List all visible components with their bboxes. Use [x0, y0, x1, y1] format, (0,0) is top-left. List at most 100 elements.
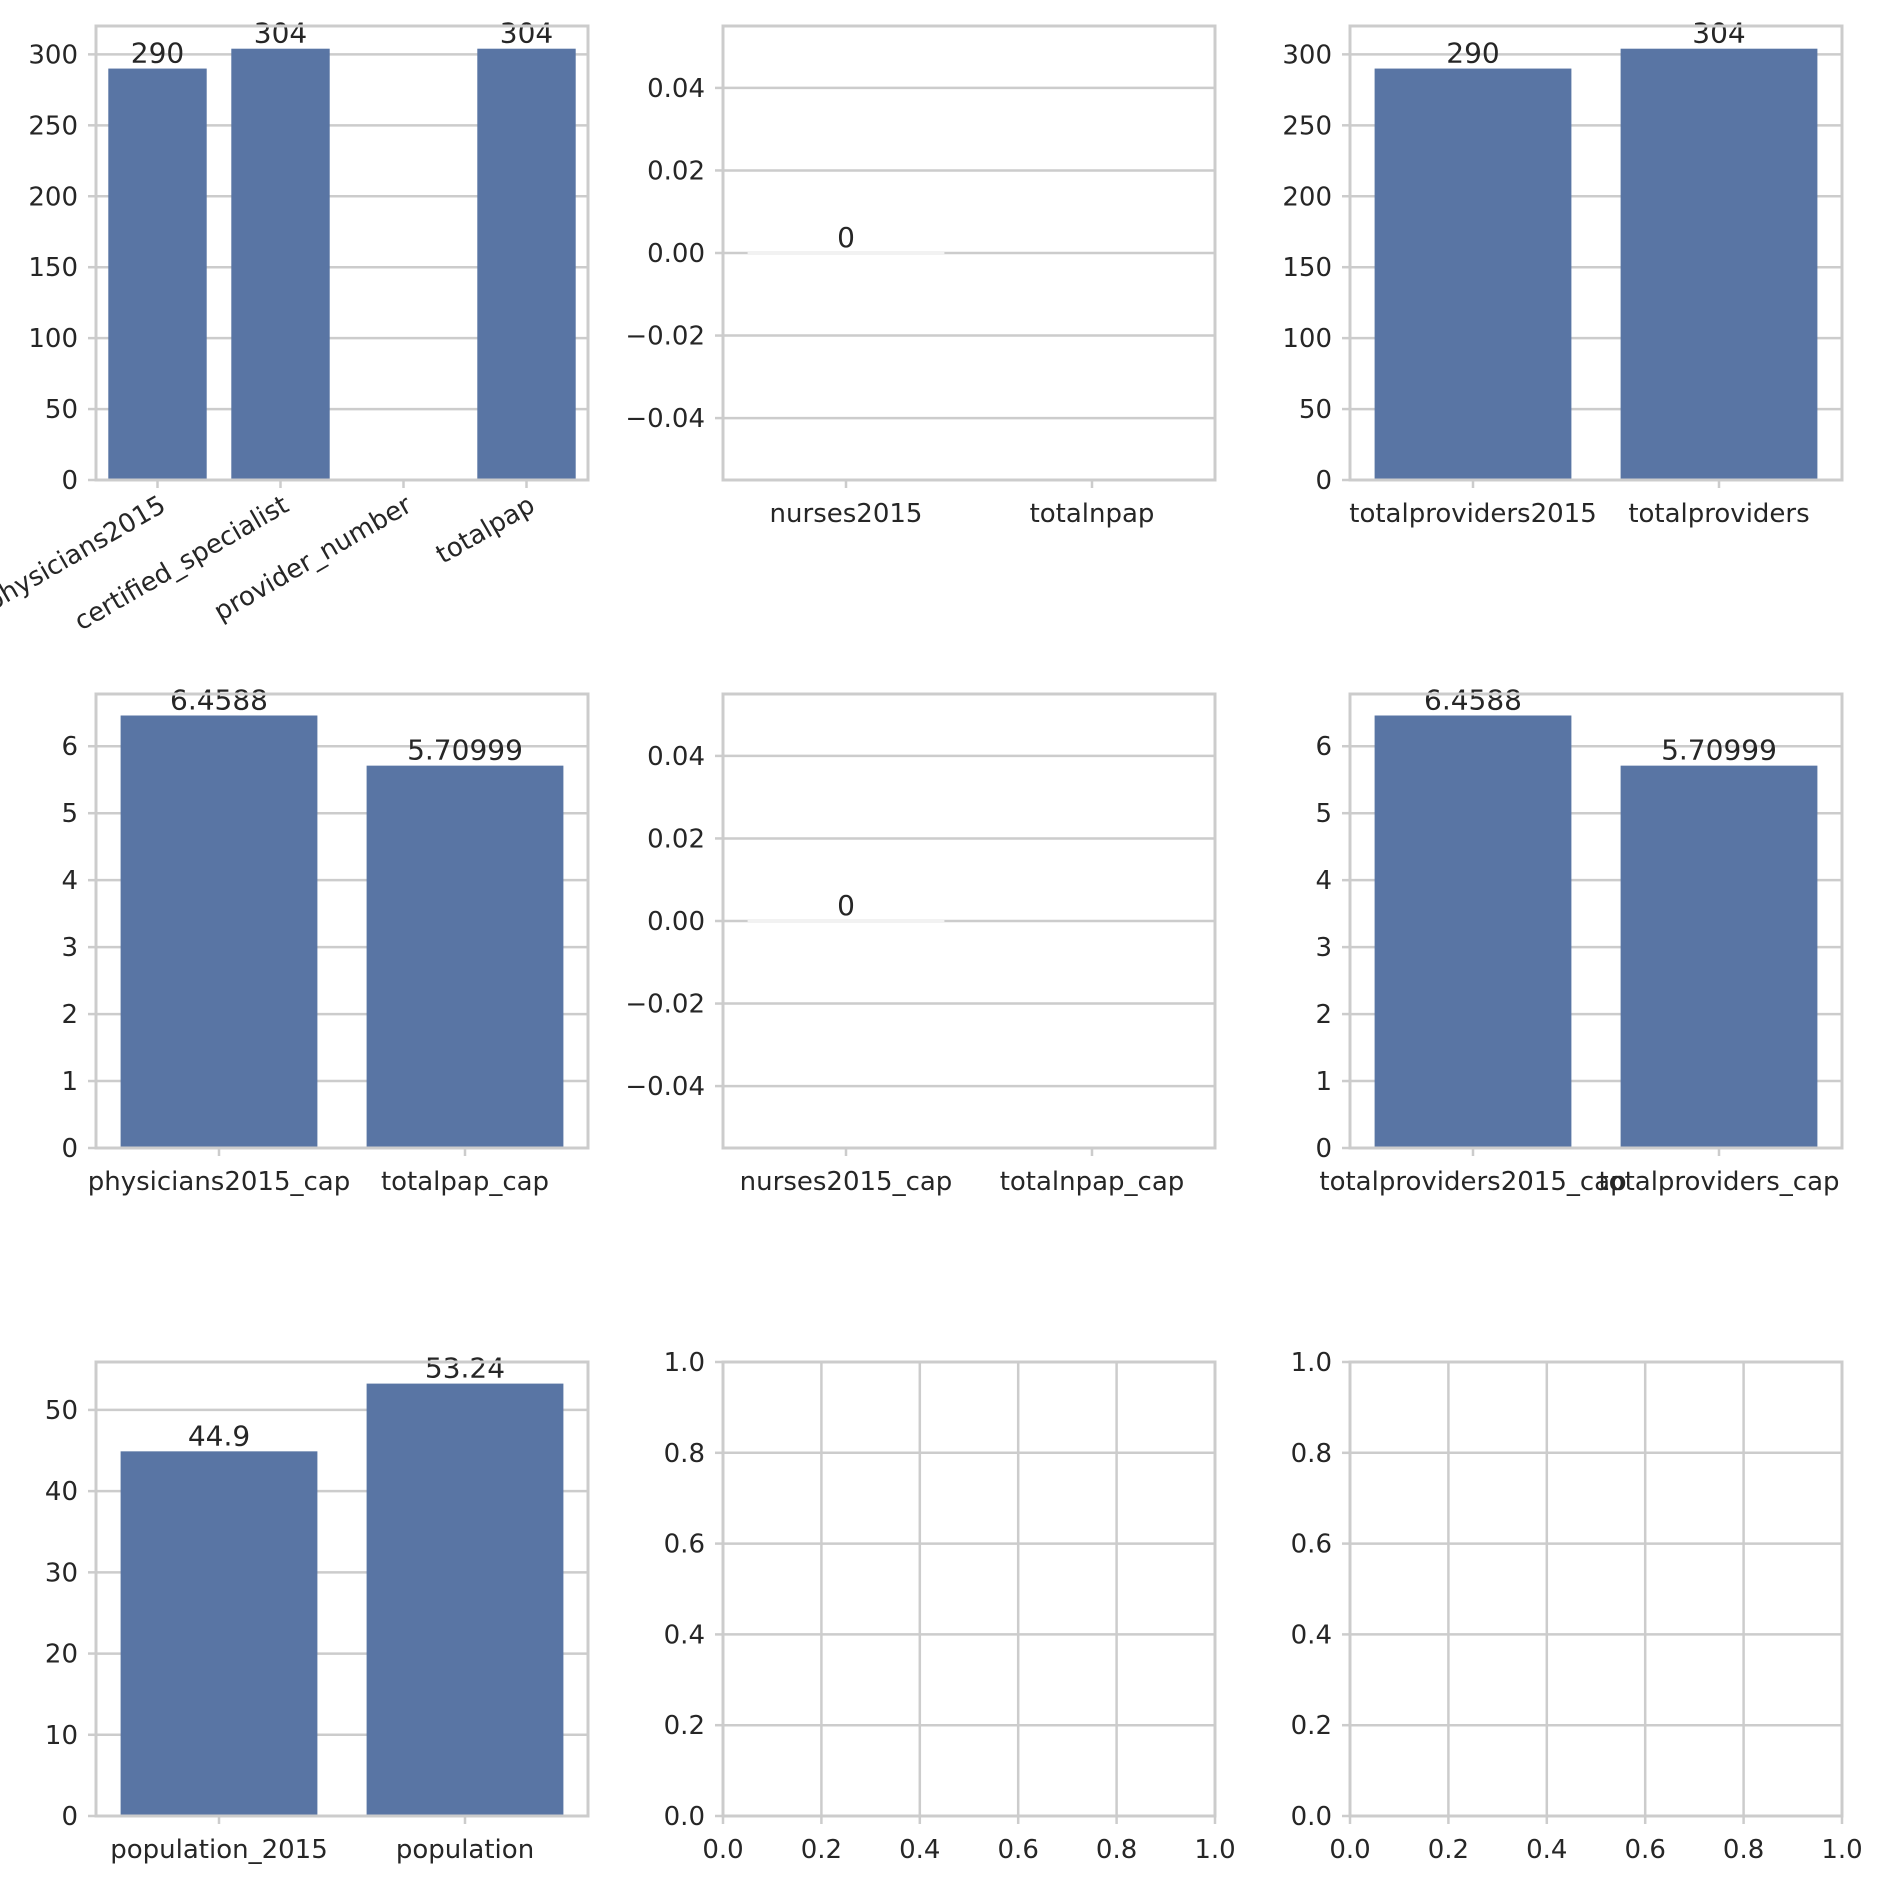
axes-frame [94, 24, 590, 482]
x-tick-label: totalproviders2015 [1349, 499, 1597, 529]
x-tick-label: 0.2 [1428, 1835, 1469, 1865]
axes-frame [1348, 692, 1844, 1150]
y-tick-label: 100 [28, 324, 78, 354]
y-tick-label: 0.8 [664, 1439, 705, 1469]
x-tick-label: physicians2015_cap [88, 1167, 351, 1197]
y-tick-label: 4 [61, 866, 78, 896]
subplot-5: −0.04 −0.02 0.00 0.02 0.04 0 nurses2015_cap tot… [625, 692, 1217, 1197]
x-tick-label: 0.2 [801, 1835, 842, 1865]
subplot-4: 0 1 2 3 4 5 6 6.4588 physicians2015_cap 5.70999 to… [61, 684, 590, 1197]
y-tick-label: 0.02 [647, 824, 705, 854]
x-tick-label: 1.0 [1194, 1835, 1235, 1865]
y-tick-label: 6 [1315, 732, 1332, 762]
y-tick-label: 0 [1315, 466, 1332, 496]
axes-frame [94, 1360, 590, 1818]
x-tick-label: 0.0 [702, 1835, 743, 1865]
bar [1620, 48, 1818, 480]
y-tick-label: 100 [1282, 324, 1332, 354]
data-label: 0 [837, 221, 855, 254]
y-tick-label: 6 [61, 732, 78, 762]
x-tick-label: 0.4 [899, 1835, 940, 1865]
y-tick-label: 50 [1299, 395, 1332, 425]
x-tick-label: 0.4 [1526, 1835, 1567, 1865]
y-tick-label: 0 [61, 1134, 78, 1164]
bar [1374, 68, 1572, 480]
y-tick-label: 300 [1282, 40, 1332, 70]
y-tick-label: 0.00 [647, 907, 705, 937]
y-tick-label: 1 [1315, 1067, 1332, 1097]
x-tick-label: totalnpap [1030, 499, 1155, 529]
y-tick-label: 0.4 [664, 1620, 705, 1650]
x-tick-label: totalproviders [1628, 499, 1809, 529]
y-tick-label: 5 [1315, 799, 1332, 829]
axes-frame [721, 24, 1217, 482]
y-tick-label: 150 [1282, 253, 1332, 283]
y-tick-label: 0 [61, 466, 78, 496]
y-tick-label: 50 [45, 395, 78, 425]
x-tick-label: population_2015 [110, 1835, 328, 1865]
bar [120, 1451, 318, 1816]
y-tick-label: 0.04 [647, 74, 705, 104]
y-tick-label: 1.0 [1291, 1348, 1332, 1378]
y-tick-label: 300 [28, 40, 78, 70]
subplot-7: 0 10 20 30 40 50 44.9 population_2015 53.24 popul… [45, 1352, 590, 1865]
bar [477, 48, 576, 480]
x-tick-label: totalnpap_cap [1000, 1167, 1185, 1197]
y-tick-label: 30 [45, 1558, 78, 1588]
x-tick-label: nurses2015 [770, 499, 923, 529]
y-tick-label: 4 [1315, 866, 1332, 896]
x-tick-label: population [396, 1835, 534, 1865]
data-label: 6.4588 [1424, 684, 1522, 717]
x-tick-label: nurses2015_cap [740, 1167, 953, 1197]
x-tick-label: 0.6 [998, 1835, 1039, 1865]
y-tick-label: 0 [1315, 1134, 1332, 1164]
axes-frame [1348, 1360, 1844, 1818]
x-tick-label: 0.0 [1329, 1835, 1370, 1865]
subplot-2: −0.04 −0.02 0.00 0.02 0.04 0 nurses2015 totalnp… [625, 24, 1217, 529]
bar [108, 68, 207, 480]
subplot-3: 0 50 100 150 200 250 300 290 totalproviders2015 3… [1282, 17, 1844, 529]
y-tick-label: −0.04 [625, 1072, 705, 1102]
data-label: 304 [1692, 17, 1745, 50]
data-label: 5.70999 [407, 734, 523, 767]
y-tick-label: 0.00 [647, 239, 705, 269]
y-tick-label: 200 [28, 182, 78, 212]
y-tick-label: 0.4 [1291, 1620, 1332, 1650]
y-tick-label: 1.0 [664, 1348, 705, 1378]
y-tick-label: 40 [45, 1477, 78, 1507]
data-label: 304 [500, 17, 553, 50]
y-tick-label: 0.2 [664, 1711, 705, 1741]
y-tick-label: −0.02 [625, 990, 705, 1020]
y-tick-label: 250 [1282, 111, 1332, 141]
bar [120, 715, 318, 1148]
subplot-8: 0.0 0.2 0.4 0.6 0.8 1.0 0.0 0.2 0.4 0.6 0.8 1.0 [664, 1348, 1236, 1865]
x-tick-label: 0.8 [1723, 1835, 1764, 1865]
x-tick-label: totalproviders_cap [1598, 1167, 1839, 1197]
subplot-9: 0.0 0.2 0.4 0.6 0.8 1.0 0.0 0.2 0.4 0.6 0.8 1.0 [1291, 1348, 1863, 1865]
y-tick-label: 200 [1282, 182, 1332, 212]
y-tick-label: 0.0 [664, 1802, 705, 1832]
bar [1620, 765, 1818, 1148]
y-tick-label: −0.04 [625, 404, 705, 434]
subplot-6: 0 1 2 3 4 5 6 6.4588 totalproviders2015_cap 5.709… [1315, 684, 1844, 1197]
axes-frame [721, 692, 1217, 1150]
y-tick-label: 5 [61, 799, 78, 829]
data-label: 53.24 [425, 1352, 505, 1385]
data-label: 290 [131, 37, 184, 70]
y-tick-label: 10 [45, 1721, 78, 1751]
y-tick-label: 0.0 [1291, 1802, 1332, 1832]
bar [366, 765, 564, 1148]
y-tick-label: 0.8 [1291, 1439, 1332, 1469]
y-tick-label: 50 [45, 1396, 78, 1426]
y-tick-label: 0 [61, 1802, 78, 1832]
data-label: 5.70999 [1661, 734, 1777, 767]
x-tick-label: 1.0 [1821, 1835, 1862, 1865]
y-tick-label: 2 [1315, 1000, 1332, 1030]
y-tick-label: −0.02 [625, 322, 705, 352]
y-tick-label: 3 [61, 933, 78, 963]
axes-frame [94, 692, 590, 1150]
y-tick-label: 250 [28, 111, 78, 141]
data-label: 44.9 [188, 1419, 250, 1452]
data-label: 304 [254, 17, 307, 50]
